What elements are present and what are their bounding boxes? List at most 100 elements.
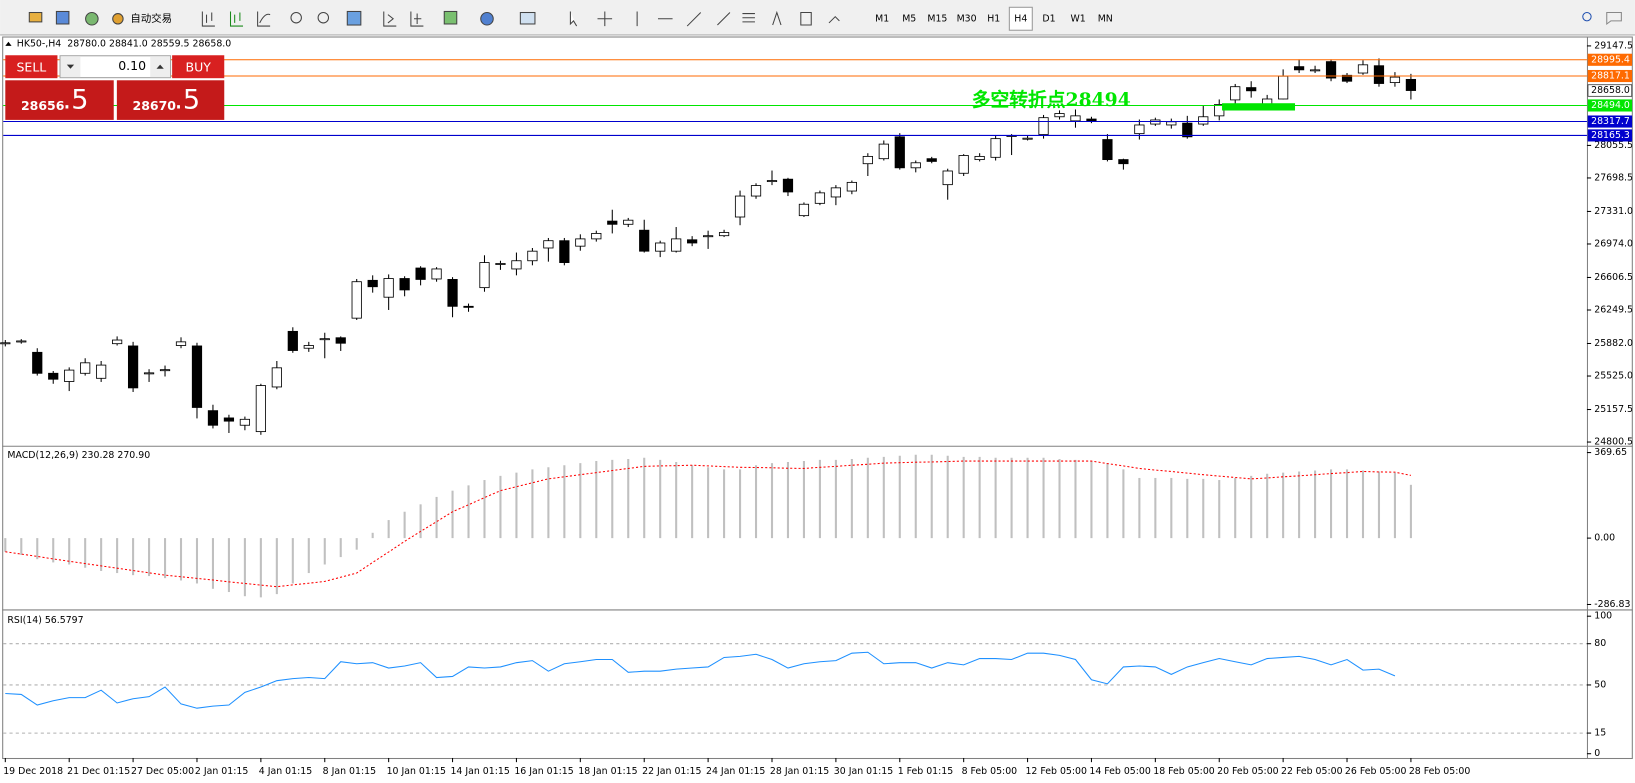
icon[interactable]: [290, 11, 302, 24]
candle-body: [1134, 124, 1145, 135]
auto-trade[interactable]: 自动交易: [130, 12, 172, 25]
chart-header: HK50-,H4 28780.0 28841.0 28559.5 28658.0: [17, 38, 232, 49]
candle-body: [80, 362, 91, 374]
buy-button[interactable]: [172, 55, 225, 79]
candle-body: [1022, 137, 1033, 140]
buy-price: 28670: [133, 98, 177, 113]
x-tick-label: 12 Feb 05:00: [1025, 766, 1087, 777]
search-icon[interactable]: [1582, 11, 1592, 22]
x-tick-label: 14 Jan 01:15: [450, 766, 509, 777]
candle-body: [303, 345, 314, 349]
timeframe[interactable]: H4: [1014, 13, 1027, 24]
candle-body: [655, 242, 666, 252]
candle-body: [1325, 61, 1337, 79]
annotation-marker: [1222, 103, 1296, 111]
candle-body: [1118, 159, 1129, 165]
x-tick-label: 10 Jan 01:15: [387, 766, 446, 777]
candle-body: [1086, 118, 1097, 122]
candle-body: [1389, 76, 1401, 84]
x-tick-label: 19 Dec 2018: [3, 766, 63, 777]
icon[interactable]: [480, 11, 494, 26]
candle-body: [1246, 87, 1257, 92]
y-tick-label: 25157.5: [1594, 404, 1633, 415]
rsi-label: RSI(14) 56.5797: [7, 615, 83, 626]
sell-button[interactable]: [5, 55, 58, 79]
icon[interactable]: [597, 11, 613, 27]
x-tick-label: 4 Jan 01:15: [259, 766, 312, 777]
candle-body: [96, 364, 107, 379]
timeframe[interactable]: M30: [957, 13, 977, 24]
candle-body: [894, 136, 905, 169]
timeframe[interactable]: M1: [875, 13, 889, 24]
timeframe[interactable]: MN: [1098, 13, 1113, 24]
price-label: 28658.0: [1591, 85, 1630, 96]
x-tick-label: 20 Feb 05:00: [1217, 766, 1279, 777]
candle-body: [1070, 115, 1081, 122]
icon[interactable]: [346, 10, 362, 26]
candle-body: [958, 155, 969, 174]
candle-body: [255, 385, 266, 433]
icon[interactable]: [201, 11, 215, 27]
icon[interactable]: [257, 11, 271, 27]
candle-body: [830, 187, 842, 198]
price-label-box: [1587, 53, 1633, 66]
candle-body: [511, 260, 522, 270]
timeframe-active: [1008, 6, 1033, 31]
icon[interactable]: [772, 10, 840, 26]
timeframe[interactable]: M5: [902, 13, 916, 24]
icon[interactable]: [383, 11, 397, 27]
timeframe[interactable]: W1: [1071, 13, 1086, 24]
x-tick-label: 22 Jan 01:15: [642, 766, 701, 777]
icon[interactable]: [317, 11, 330, 24]
candle-body: [559, 240, 570, 263]
candle-body: [623, 219, 634, 225]
x-tick-label: 8 Feb 05:00: [962, 766, 1018, 777]
icon[interactable]: [112, 13, 124, 25]
candle-body: [1230, 86, 1241, 101]
timeframe[interactable]: D1: [1042, 13, 1055, 24]
y-tick-label: 100: [1594, 611, 1612, 622]
candle-body: [48, 372, 59, 380]
collapse-arrow[interactable]: [5, 41, 12, 46]
timeframe[interactable]: H1: [987, 13, 1000, 24]
y-tick-label: 24800.5: [1594, 437, 1633, 448]
candle-body: [1038, 117, 1049, 135]
lot-input[interactable]: [59, 55, 172, 79]
timeframe[interactable]: M15: [927, 13, 947, 24]
candle-body: [112, 339, 123, 345]
chat-icon[interactable]: [1606, 11, 1622, 26]
icon[interactable]: [410, 11, 424, 27]
candle-body: [591, 232, 602, 240]
y-tick-label: 28055.5: [1594, 140, 1633, 151]
candle-body: [942, 170, 953, 186]
sell-price-box[interactable]: [5, 80, 114, 120]
icon[interactable]: [85, 11, 99, 26]
sell-price: 28656: [21, 98, 65, 113]
candle-body: [0, 342, 11, 345]
buy-price-fraction: .5: [174, 85, 200, 116]
candle-body: [639, 229, 650, 252]
x-tick-label: 24 Jan 01:15: [706, 766, 765, 777]
candle-body: [862, 155, 873, 165]
y-tick-label: 0: [1594, 748, 1600, 759]
buy-price-box[interactable]: [116, 80, 225, 120]
candle-body: [703, 235, 714, 238]
icon[interactable]: [229, 11, 244, 27]
x-tick-label: 22 Feb 05:00: [1281, 766, 1343, 777]
candle-body: [798, 203, 810, 217]
candle-body: [1166, 121, 1177, 126]
icon[interactable]: [636, 11, 755, 27]
candle-body: [463, 305, 474, 308]
icon[interactable]: [519, 11, 536, 25]
candle-body: [846, 181, 857, 192]
candle-body: [575, 238, 586, 247]
icon[interactable]: [443, 10, 458, 25]
down-arrow: [66, 64, 75, 69]
icon[interactable]: [569, 11, 578, 27]
icon[interactable]: [55, 10, 70, 25]
y-tick-label: 26606.5: [1594, 272, 1633, 283]
icon[interactable]: [28, 11, 43, 23]
buy-label: BUY: [186, 59, 212, 74]
candle-body: [239, 418, 251, 426]
